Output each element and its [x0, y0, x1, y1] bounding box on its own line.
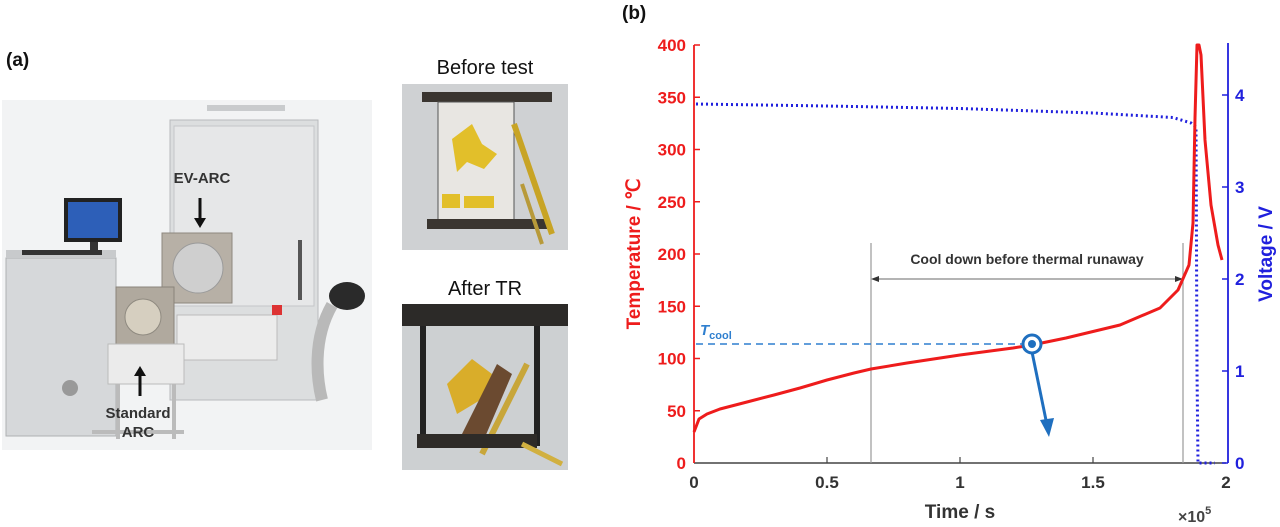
svg-text:3: 3 — [1235, 178, 1244, 197]
after-tr-photo — [402, 304, 568, 470]
panel-b-label: (b) — [622, 3, 647, 24]
voltage-series — [695, 102, 1215, 465]
x-multiplier: ×105 — [1178, 505, 1211, 526]
after-tr-caption: After TR — [447, 278, 523, 300]
tcool-marker — [1021, 333, 1043, 355]
before-test-caption: Before test — [436, 57, 534, 79]
svg-text:150: 150 — [658, 297, 686, 316]
right-axis-label: Voltage / V — [1256, 206, 1277, 302]
apparatus-photo: EV-ARC Standard ARC — [2, 100, 372, 450]
left-axis-label: Temperature / ℃ — [624, 179, 645, 330]
svg-text:2: 2 — [1235, 270, 1244, 289]
x-ticks — [826, 457, 1094, 463]
svg-text:0.5: 0.5 — [815, 473, 839, 492]
svg-text:1: 1 — [1235, 362, 1244, 381]
svg-text:0: 0 — [689, 473, 698, 492]
svg-text:0: 0 — [677, 454, 686, 473]
cooldown-annotation: Cool down before thermal runaway — [910, 251, 1144, 267]
svg-text:300: 300 — [658, 141, 686, 160]
before-test-photo — [402, 84, 568, 250]
svg-text:400: 400 — [658, 36, 686, 55]
svg-text:1: 1 — [955, 473, 964, 492]
svg-text:4: 4 — [1235, 86, 1245, 105]
left-tick-labels: 0 50 100 150 200 250 300 350 400 — [658, 36, 686, 473]
svg-text:350: 350 — [658, 88, 686, 107]
svg-text:50: 50 — [667, 402, 686, 421]
svg-text:2: 2 — [1221, 473, 1230, 492]
panel-a-label: (a) — [6, 50, 30, 71]
standard-arc-label-line2: ARC — [121, 424, 155, 441]
svg-text:250: 250 — [658, 193, 686, 212]
svg-text:1.5: 1.5 — [1081, 473, 1105, 492]
x-axis-label: Time / s — [925, 502, 995, 523]
right-tick-labels: 0 1 2 3 4 — [1235, 86, 1245, 473]
temperature-series — [692, 43, 1224, 433]
standard-arc-label-line1: Standard — [105, 405, 171, 422]
svg-text:100: 100 — [658, 350, 686, 369]
apparatus-illustration — [5, 105, 365, 439]
tcool-label: Tcool — [700, 322, 732, 342]
svg-text:0: 0 — [1235, 454, 1244, 473]
x-tick-labels: 0 0.5 1 1.5 2 — [689, 473, 1230, 492]
decrease-arrow — [1030, 351, 1049, 426]
ev-arc-label: EV-ARC — [173, 170, 231, 187]
svg-text:200: 200 — [658, 245, 686, 264]
